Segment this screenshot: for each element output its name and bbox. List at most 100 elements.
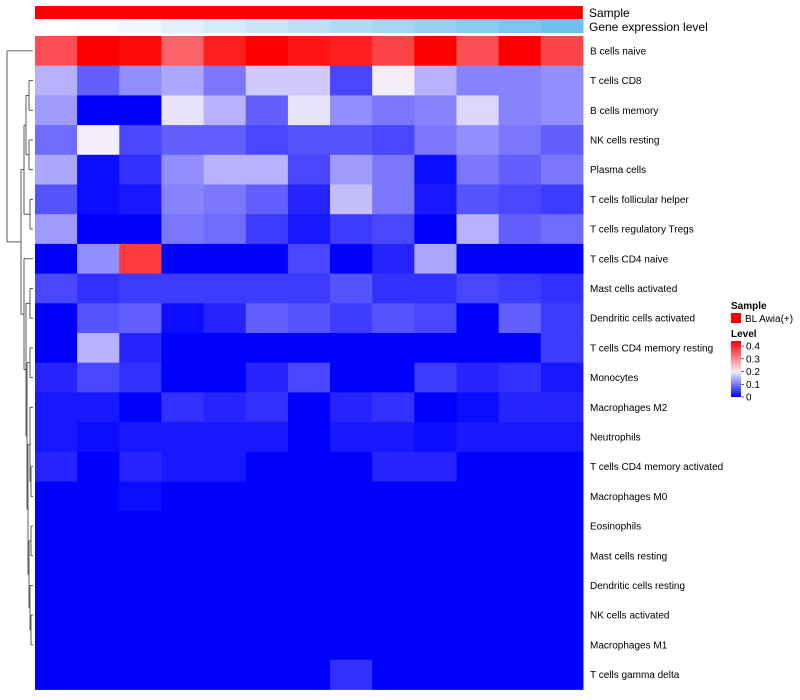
heatmap-cell bbox=[287, 125, 331, 156]
heatmap-cell bbox=[456, 303, 500, 334]
heatmap-cell bbox=[161, 184, 205, 215]
heatmap-cell bbox=[414, 243, 457, 275]
heatmap-cell bbox=[372, 451, 415, 482]
heatmap-cell bbox=[287, 362, 331, 393]
heatmap-cell bbox=[498, 125, 542, 156]
heatmap-cell bbox=[456, 362, 500, 393]
heatmap-cell bbox=[203, 154, 247, 185]
heatmap-cell bbox=[35, 362, 78, 393]
heatmap-cell bbox=[372, 273, 415, 304]
heatmap-cell bbox=[372, 125, 415, 156]
heatmap-cell bbox=[245, 333, 289, 364]
annotation-expression-cell bbox=[414, 19, 458, 33]
heatmap-cell bbox=[498, 570, 542, 601]
heatmap-cell bbox=[414, 125, 457, 156]
heatmap-cell bbox=[161, 451, 205, 482]
heatmap-cell bbox=[456, 95, 500, 126]
heatmap-cell bbox=[35, 243, 78, 275]
row-label: T cells CD4 naive bbox=[590, 254, 669, 265]
heatmap-cell bbox=[245, 600, 289, 631]
heatmap-cell bbox=[119, 333, 162, 364]
heatmap-cell bbox=[161, 36, 205, 67]
heatmap-cell bbox=[540, 570, 584, 601]
heatmap-cell bbox=[372, 392, 415, 423]
heatmap-cell bbox=[161, 273, 205, 304]
heatmap-cell bbox=[161, 630, 205, 661]
annotation-expression-cell bbox=[372, 19, 415, 33]
heatmap-cell bbox=[203, 511, 247, 542]
heatmap-cell bbox=[161, 333, 205, 364]
row-label: Eosinophils bbox=[590, 522, 641, 533]
heatmap-cell bbox=[372, 95, 415, 126]
heatmap-cell bbox=[287, 184, 331, 215]
row-label: NK cells activated bbox=[590, 611, 669, 622]
row-label: B cells memory bbox=[590, 106, 658, 117]
heatmap-cell bbox=[245, 125, 289, 156]
heatmap-cell bbox=[245, 659, 289, 690]
heatmap-cell bbox=[414, 481, 457, 512]
heatmap-cell bbox=[456, 333, 500, 364]
heatmap-cell bbox=[330, 600, 373, 631]
annotation-expression-cell bbox=[498, 19, 542, 33]
heatmap-cell bbox=[119, 273, 162, 304]
heatmap-cell bbox=[540, 214, 584, 245]
heatmap-cell bbox=[498, 600, 542, 631]
heatmap-cell bbox=[330, 451, 373, 482]
annotation-expression-cell bbox=[540, 19, 584, 33]
heatmap-cell bbox=[245, 303, 289, 334]
heatmap-cell bbox=[330, 422, 373, 453]
heatmap-cell bbox=[414, 95, 457, 126]
legend-sample-entry: BL Awia(+) bbox=[745, 314, 793, 325]
heatmap-cell bbox=[372, 422, 415, 453]
heatmap-cell bbox=[35, 630, 78, 661]
heatmap-cell bbox=[456, 659, 500, 690]
annotation-label-sample: Sample bbox=[589, 6, 630, 20]
heatmap-cell bbox=[414, 451, 457, 482]
heatmap-cell bbox=[330, 540, 373, 572]
heatmap-cell bbox=[414, 333, 457, 364]
heatmap-cell bbox=[540, 540, 584, 572]
heatmap-cell bbox=[161, 600, 205, 631]
heatmap-cell bbox=[203, 540, 247, 572]
heatmap-cell bbox=[456, 600, 500, 631]
annotation-expression-cell bbox=[119, 19, 163, 33]
heatmap-cell bbox=[287, 600, 331, 631]
heatmap-cell bbox=[77, 273, 120, 304]
heatmap-cell bbox=[372, 540, 415, 572]
heatmap-cell bbox=[372, 214, 415, 245]
heatmap-cell bbox=[414, 154, 457, 185]
heatmap-cell bbox=[119, 36, 162, 67]
heatmap-cell bbox=[77, 392, 120, 423]
heatmap-cell bbox=[372, 481, 415, 512]
heatmap-cell bbox=[35, 570, 78, 601]
heatmap-cell bbox=[287, 36, 331, 67]
heatmap-cell bbox=[77, 95, 120, 126]
heatmap-cell bbox=[498, 630, 542, 661]
row-label: Macrophages M0 bbox=[590, 492, 668, 503]
legend-tick-label: 0 bbox=[746, 393, 752, 404]
heatmap-cell bbox=[161, 392, 205, 423]
heatmap-cell bbox=[287, 570, 331, 601]
heatmap-cell bbox=[203, 659, 247, 690]
heatmap-cell bbox=[35, 422, 78, 453]
heatmap-cell bbox=[456, 422, 500, 453]
legend-sample-title: Sample bbox=[731, 301, 767, 312]
heatmap-cell bbox=[498, 511, 542, 542]
heatmap-cell bbox=[330, 511, 373, 542]
row-label: Neutrophils bbox=[590, 432, 641, 443]
heatmap-cell bbox=[245, 511, 289, 542]
heatmap-cell bbox=[203, 392, 247, 423]
heatmap-cell bbox=[330, 362, 373, 393]
heatmap-cell bbox=[540, 154, 584, 185]
annotation-label-gene-expression: Gene expression level bbox=[589, 20, 708, 34]
heatmap-cell bbox=[414, 36, 457, 67]
heatmap-cell bbox=[119, 540, 162, 572]
heatmap-cell bbox=[77, 451, 120, 482]
heatmap-cell bbox=[540, 36, 584, 67]
heatmap-cell bbox=[35, 273, 78, 304]
heatmap-cell bbox=[540, 362, 584, 393]
heatmap-cell bbox=[287, 333, 331, 364]
heatmap-cell bbox=[161, 422, 205, 453]
heatmap-cell bbox=[287, 659, 331, 690]
annotation-expression-cell bbox=[245, 19, 289, 33]
